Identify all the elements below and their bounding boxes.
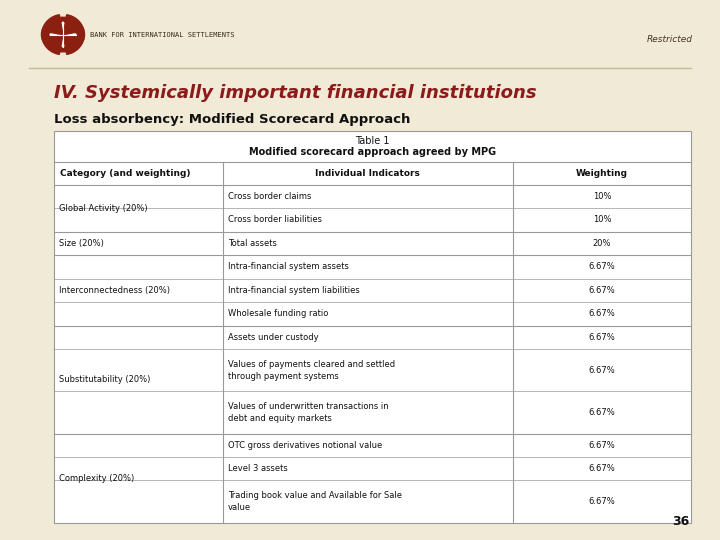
Text: Wholesale funding ratio: Wholesale funding ratio bbox=[228, 309, 328, 318]
Text: Global Activity (20%): Global Activity (20%) bbox=[59, 204, 148, 213]
Text: Category (and weighting): Category (and weighting) bbox=[60, 169, 190, 178]
Text: Trading book value and Available for Sale
value: Trading book value and Available for Sal… bbox=[228, 491, 402, 512]
Text: Modified scorecard approach agreed by MPG: Modified scorecard approach agreed by MP… bbox=[249, 147, 496, 157]
Text: Restricted: Restricted bbox=[647, 35, 693, 44]
Text: Substitutability (20%): Substitutability (20%) bbox=[59, 375, 150, 384]
Text: Intra-financial system assets: Intra-financial system assets bbox=[228, 262, 348, 271]
Text: 6.67%: 6.67% bbox=[589, 441, 616, 450]
Text: BANK FOR INTERNATIONAL SETTLEMENTS: BANK FOR INTERNATIONAL SETTLEMENTS bbox=[90, 32, 235, 38]
Text: 6.67%: 6.67% bbox=[589, 408, 616, 417]
Text: 6.67%: 6.67% bbox=[589, 286, 616, 295]
Text: Size (20%): Size (20%) bbox=[59, 239, 104, 248]
Text: 6.67%: 6.67% bbox=[589, 262, 616, 271]
Text: OTC gross derivatives notional value: OTC gross derivatives notional value bbox=[228, 441, 382, 450]
Polygon shape bbox=[50, 22, 76, 47]
Text: 6.67%: 6.67% bbox=[589, 333, 616, 342]
Text: Interconnectedness (20%): Interconnectedness (20%) bbox=[59, 286, 170, 295]
Text: Assets under custody: Assets under custody bbox=[228, 333, 318, 342]
Text: 10%: 10% bbox=[593, 192, 611, 201]
Wedge shape bbox=[42, 35, 63, 55]
Text: Level 3 assets: Level 3 assets bbox=[228, 464, 288, 473]
Text: 6.67%: 6.67% bbox=[589, 309, 616, 318]
Text: Total assets: Total assets bbox=[228, 239, 276, 248]
Text: Cross border liabilities: Cross border liabilities bbox=[228, 215, 322, 225]
Wedge shape bbox=[63, 15, 84, 35]
Text: Individual Indicators: Individual Indicators bbox=[315, 169, 420, 178]
Ellipse shape bbox=[42, 17, 84, 52]
Text: Weighting: Weighting bbox=[576, 169, 628, 178]
Text: Loss absorbency: Modified Scorecard Approach: Loss absorbency: Modified Scorecard Appr… bbox=[54, 113, 410, 126]
Text: 20%: 20% bbox=[593, 239, 611, 248]
Text: Intra-financial system liabilities: Intra-financial system liabilities bbox=[228, 286, 360, 295]
Wedge shape bbox=[63, 35, 84, 55]
Text: 6.67%: 6.67% bbox=[589, 366, 616, 375]
Text: Table 1: Table 1 bbox=[356, 136, 390, 146]
Text: Complexity (20%): Complexity (20%) bbox=[59, 474, 135, 483]
Text: 36: 36 bbox=[672, 515, 690, 528]
Text: Values of payments cleared and settled
through payment systems: Values of payments cleared and settled t… bbox=[228, 360, 395, 381]
Text: 6.67%: 6.67% bbox=[589, 497, 616, 506]
Text: IV. Systemically important financial institutions: IV. Systemically important financial ins… bbox=[54, 84, 536, 102]
Text: 10%: 10% bbox=[593, 215, 611, 225]
Wedge shape bbox=[42, 15, 63, 35]
Text: 6.67%: 6.67% bbox=[589, 464, 616, 473]
Text: Cross border claims: Cross border claims bbox=[228, 192, 311, 201]
Text: Values of underwritten transactions in
debt and equity markets: Values of underwritten transactions in d… bbox=[228, 402, 389, 423]
